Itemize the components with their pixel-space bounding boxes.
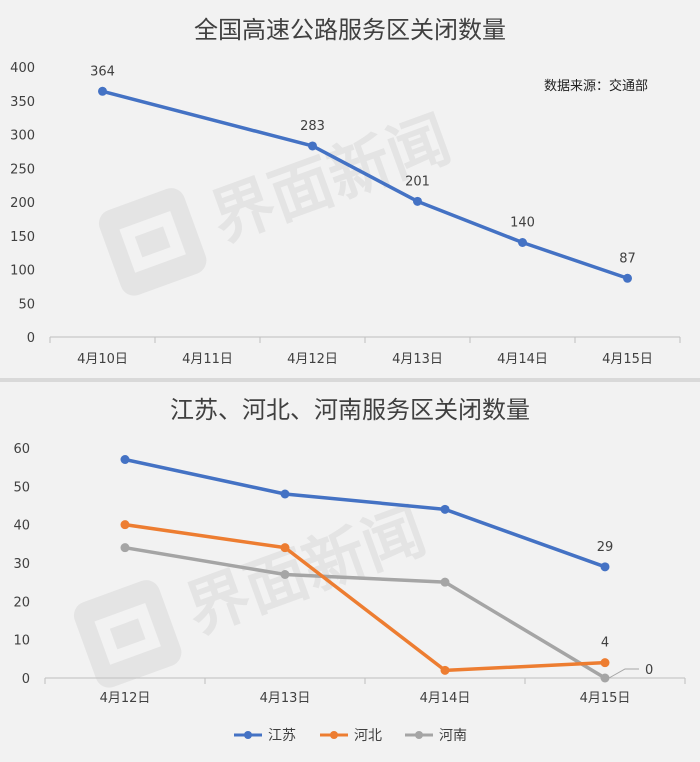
data-point (120, 455, 130, 464)
legend-marker (415, 731, 423, 739)
x-tick-label: 4月13日 (260, 691, 311, 706)
y-tick-label: 100 (10, 264, 35, 279)
y-tick-label: 300 (10, 129, 35, 144)
x-tick-label: 4月12日 (100, 691, 151, 706)
legend-marker (244, 731, 252, 739)
watermark: 界面新闻 (73, 494, 435, 688)
x-tick-label: 4月11日 (182, 352, 233, 367)
legend-item: 江苏 (234, 728, 296, 744)
series-line-1 (124, 522, 606, 673)
y-tick-label: 50 (13, 480, 30, 495)
data-point (440, 504, 450, 514)
data-label: 364 (90, 64, 115, 79)
series-line-0 (124, 457, 606, 569)
x-tick-label: 4月13日 (392, 352, 443, 367)
data-label: 87 (619, 251, 636, 266)
data-point (280, 489, 290, 499)
top-chart-panel: 界面新闻 全国高速公路服务区关闭数量 数据来源：交通部 0 50 100 150 200 250… (0, 0, 700, 378)
national-closures-chart: 界面新闻全国高速公路服务区关闭数量数据来源：交通部050100150200250… (10, 16, 681, 367)
legend-item: 河南 (405, 728, 467, 744)
data-point (600, 562, 610, 572)
data-label: 283 (300, 119, 325, 134)
jiemian-logo-core (109, 618, 146, 650)
data-label: 0 (645, 663, 653, 678)
data-point (600, 658, 610, 668)
jiemian-logo-core (134, 226, 171, 258)
data-point (120, 543, 130, 553)
data-point (98, 86, 107, 96)
y-tick-label: 150 (10, 230, 35, 245)
y-tick-label: 250 (10, 162, 35, 177)
leader-line (608, 668, 639, 679)
y-tick-label: 0 (22, 672, 30, 687)
y-tick-label: 60 (13, 442, 30, 457)
y-tick-label: 50 (18, 297, 35, 312)
data-point (308, 141, 317, 151)
data-label: 140 (510, 216, 535, 231)
series-line-2 (124, 545, 606, 680)
y-tick-label: 200 (10, 196, 35, 211)
x-tick-label: 4月15日 (602, 352, 653, 367)
y-tick-label: 350 (10, 95, 35, 110)
legend: 江苏 河北 河南 (234, 728, 467, 744)
data-point (623, 273, 632, 283)
bottom-chart-panel: 界面新闻 江苏、河北、河南服务区关闭数量 0 10 20 30 40 50 60 4月12日 4月1… (0, 382, 700, 762)
data-label: 201 (405, 174, 430, 189)
x-tick-label: 4月14日 (497, 352, 548, 367)
y-tick-label: 30 (13, 557, 30, 572)
data-point (600, 673, 610, 683)
chart-title: 全国高速公路服务区关闭数量 (194, 16, 506, 44)
y-tick-label: 10 (13, 634, 30, 649)
data-point (440, 665, 450, 675)
data-point (280, 543, 290, 553)
watermark-text: 界面新闻 (177, 494, 435, 647)
x-tick-label: 4月10日 (77, 352, 128, 367)
legend-marker (330, 731, 338, 739)
y-tick-label: 0 (27, 331, 35, 346)
data-label: 29 (597, 540, 614, 555)
data-point (280, 570, 290, 579)
y-tick-label: 400 (10, 61, 35, 76)
data-point (518, 238, 527, 247)
x-tick-label: 4月15日 (580, 691, 631, 706)
data-point (120, 520, 130, 530)
data-label: 4 (601, 636, 609, 651)
data-point (413, 196, 422, 206)
legend-label: 江苏 (268, 728, 296, 744)
legend-item: 河北 (320, 728, 382, 744)
y-tick-label: 40 (13, 519, 30, 534)
y-tick-label: 20 (13, 595, 30, 610)
x-tick-label: 4月14日 (420, 691, 471, 706)
legend-label: 河北 (354, 728, 382, 744)
data-point (440, 577, 450, 587)
legend-label: 河南 (439, 728, 467, 744)
x-tick-label: 4月12日 (287, 352, 338, 367)
data-source-note: 数据来源：交通部 (544, 78, 648, 94)
chart-title: 江苏、河北、河南服务区关闭数量 (170, 396, 530, 424)
